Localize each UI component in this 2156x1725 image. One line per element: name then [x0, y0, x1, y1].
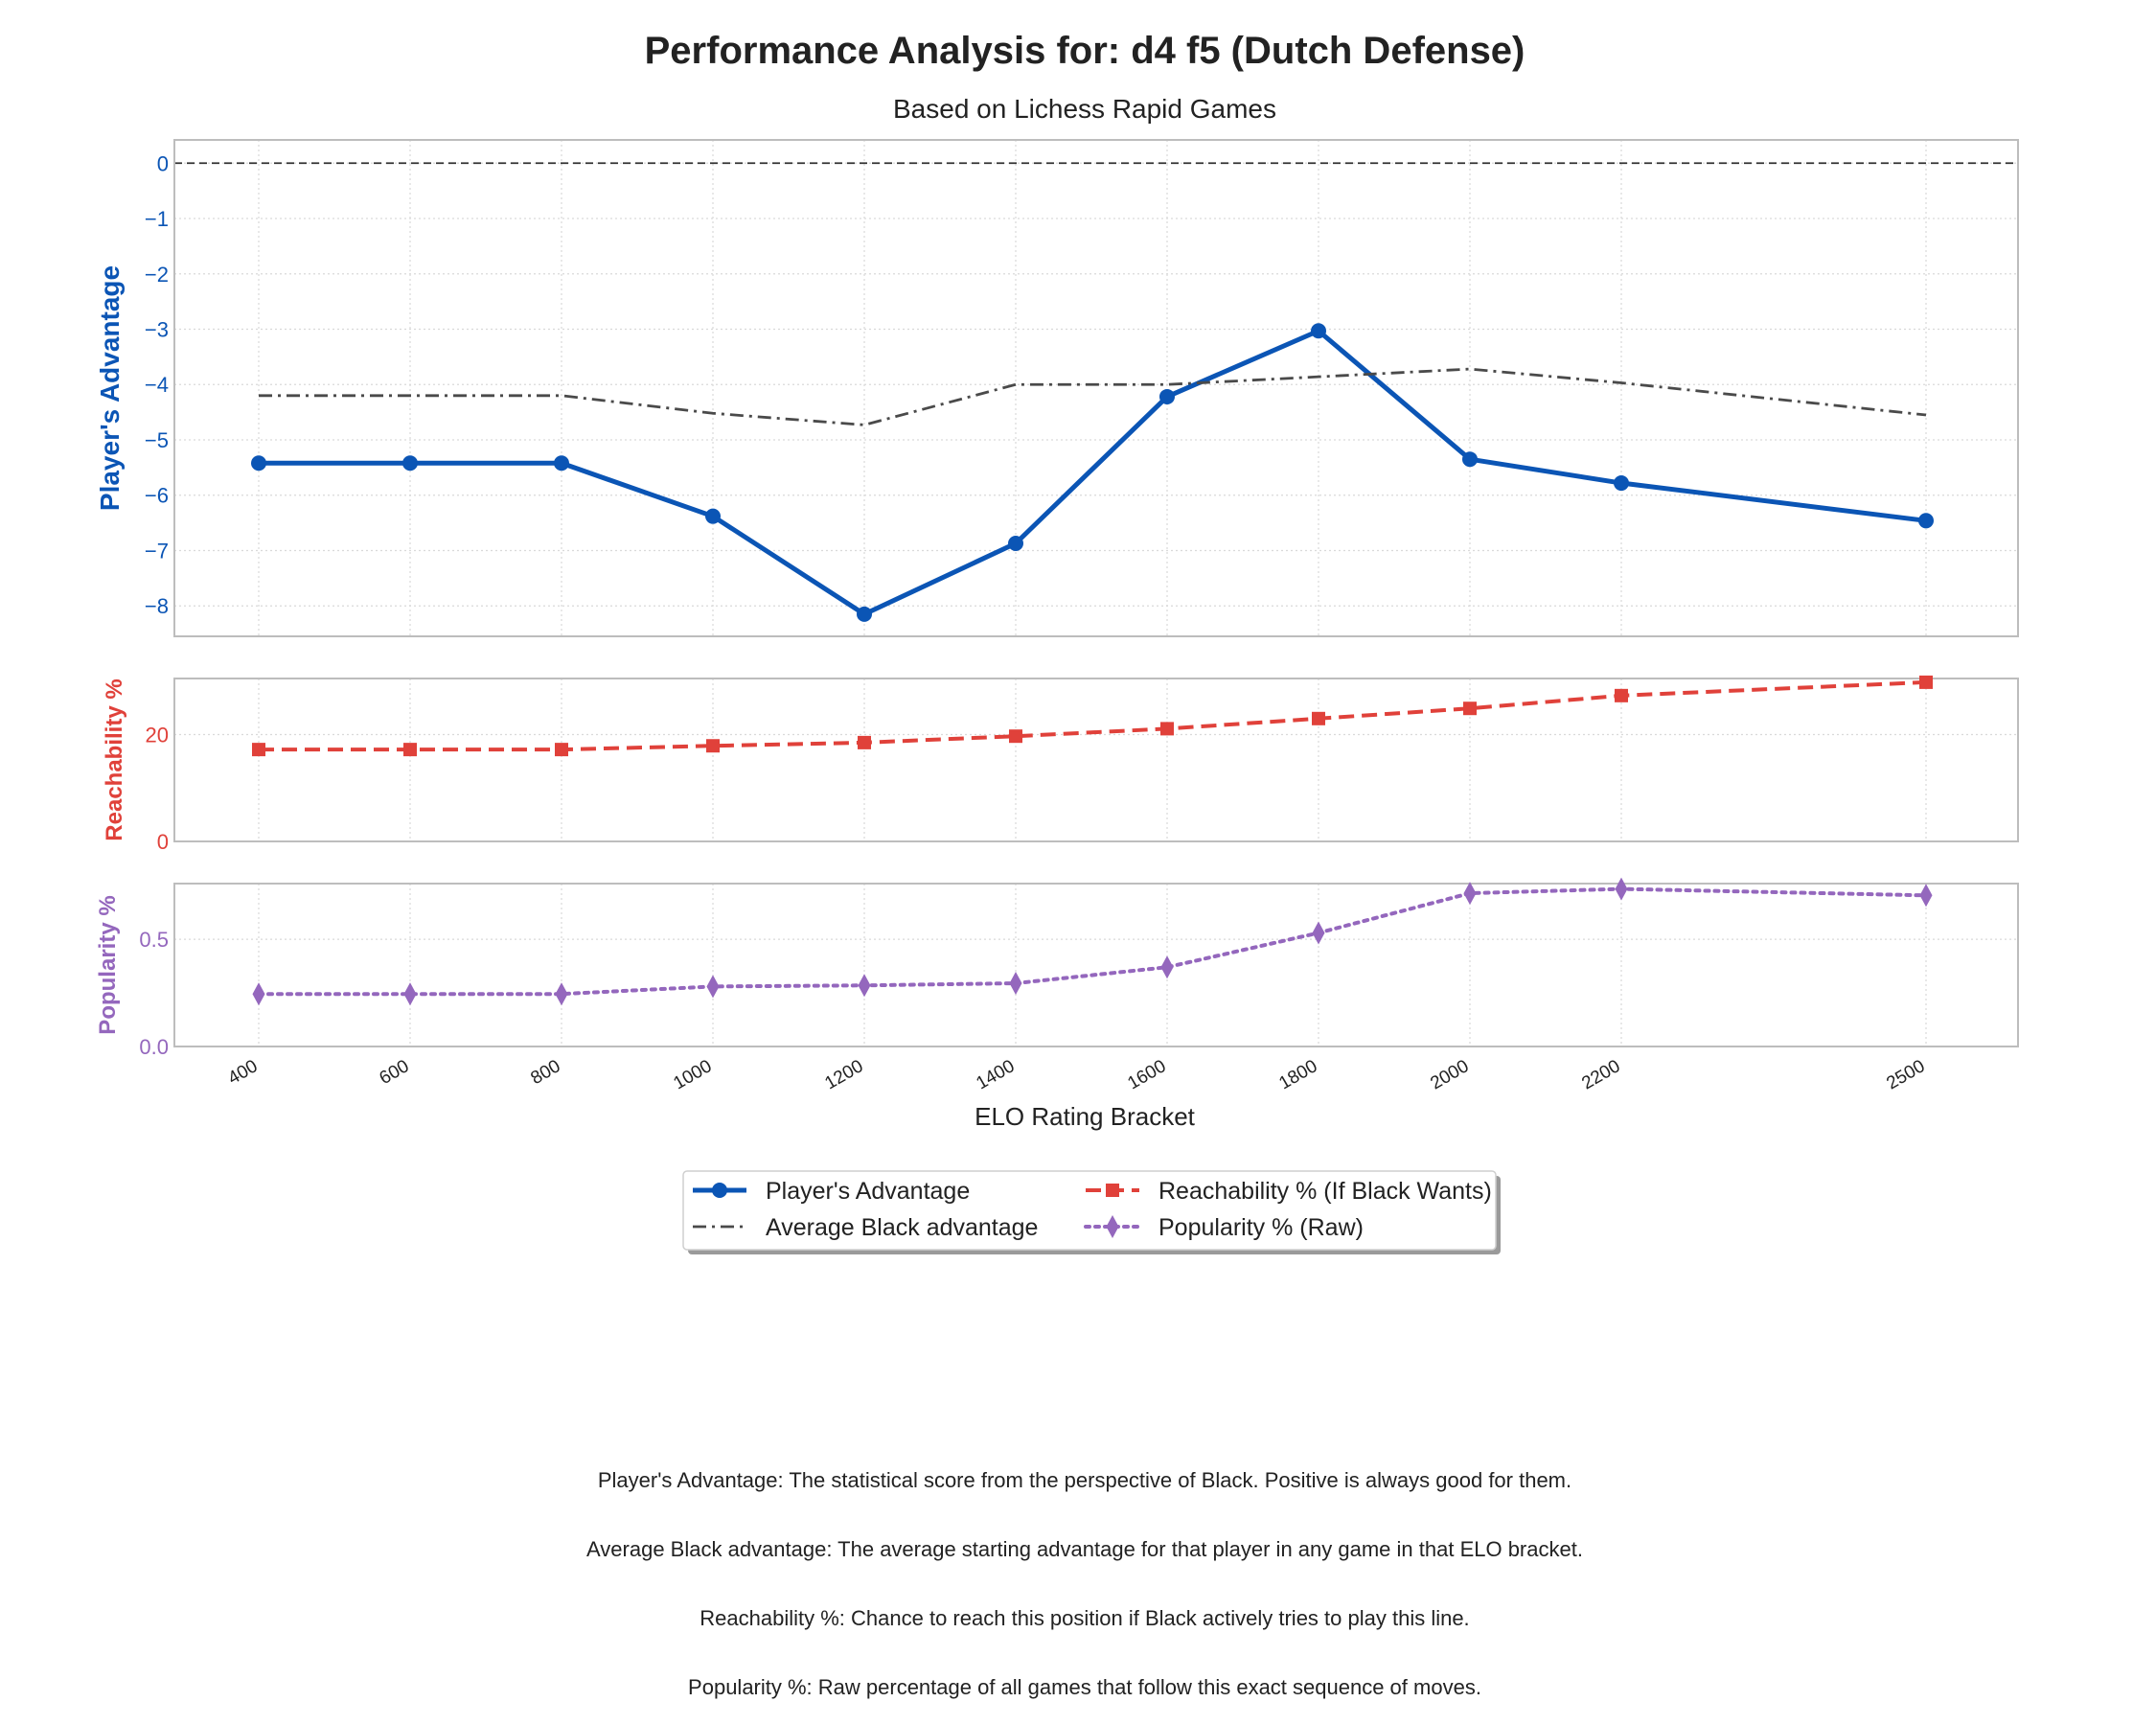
series-player-s-advantage-point-2200 — [1614, 475, 1629, 492]
legend-item-popularity-raw: Popularity % (Raw) — [1084, 1214, 1364, 1241]
panel-player-s-advantage-ytick-label: −7 — [145, 539, 169, 563]
panel-player-s-advantage-ytick-label: −2 — [145, 263, 169, 287]
series-player-s-advantage-point-1200 — [857, 606, 872, 622]
series-reachability-if-black-wants-point-2000 — [1463, 702, 1477, 716]
panel-player-s-advantage-ytick-label: −4 — [145, 373, 169, 397]
footnotes: Player's Advantage: The statistical scor… — [586, 1468, 1583, 1699]
panel-reachability-ytick-label: 20 — [146, 724, 169, 748]
series-popularity-raw-point-1800 — [1312, 921, 1325, 945]
series-popularity-raw — [252, 877, 1933, 1006]
series-player-s-advantage-point-800 — [554, 455, 569, 472]
series-average-black-advantage — [259, 367, 1927, 426]
series-reachability-if-black-wants-point-1800 — [1312, 711, 1325, 725]
footnote-popularity: Popularity %: Raw percentage of all game… — [688, 1675, 1481, 1699]
series-popularity-raw-point-1000 — [706, 975, 720, 999]
footnote-average-black-advantage: Average Black advantage: The average sta… — [586, 1537, 1583, 1561]
series-popularity-raw-point-1600 — [1160, 955, 1174, 979]
series-popularity-raw-point-1400 — [1009, 972, 1022, 996]
panel-reachability-y-axis-label: Reachability % — [102, 678, 127, 840]
panel-player-s-advantage-ytick-label: −5 — [145, 428, 169, 452]
series-reachability-if-black-wants-point-800 — [555, 743, 568, 757]
series-reachability-if-black-wants-point-1200 — [858, 735, 871, 749]
panel-player-s-advantage-y-axis-label: Player's Advantage — [95, 265, 125, 511]
series-reachability-if-black-wants-point-400 — [252, 743, 265, 757]
panel-popularity: 0.0 0.5 Popularity % — [95, 877, 2019, 1059]
series-reachability-if-black-wants-point-1600 — [1160, 722, 1174, 736]
series-reachability-if-black-wants-point-2500 — [1919, 675, 1933, 689]
panel-popularity-ytick-label: 0.0 — [139, 1035, 169, 1059]
series-popularity-raw-point-1200 — [858, 974, 871, 998]
series-reachability-if-black-wants-point-1400 — [1009, 729, 1022, 744]
panel-player-s-advantage-ytick-label: 0 — [157, 151, 169, 175]
legend-box — [682, 1170, 1497, 1251]
legend-item-average-black-advantage-label: Average Black advantage — [766, 1214, 1038, 1241]
series-player-s-advantage-point-2500 — [1918, 513, 1934, 529]
series-popularity-raw-point-2200 — [1615, 877, 1628, 901]
series-reachability-if-black-wants-point-2200 — [1615, 688, 1628, 702]
series-reachability-if-black-wants — [252, 675, 1933, 757]
series-average-black-advantage-line — [259, 367, 1927, 426]
series-popularity-raw-point-400 — [252, 982, 265, 1006]
legend-item-popularity-raw-marker-sample — [1106, 1215, 1119, 1238]
series-popularity-raw-point-2000 — [1463, 882, 1477, 906]
series-player-s-advantage-point-1400 — [1008, 535, 1023, 551]
series-player-s-advantage-point-1600 — [1159, 388, 1175, 404]
panel-reachability-ytick-label: 0 — [157, 830, 169, 854]
footnote-reachability: Reachability %: Chance to reach this pos… — [700, 1606, 1469, 1630]
panel-popularity-y-axis-label: Popularity % — [95, 895, 121, 1034]
panel-popularity-frame — [173, 883, 2019, 1047]
panel-player-s-advantage-ytick-label: −1 — [145, 207, 169, 231]
panel-player-s-advantage-ytick-label: −6 — [145, 484, 169, 508]
panel-player-s-advantage-ytick-label: −3 — [145, 317, 169, 341]
footnote-players-advantage: Player's Advantage: The statistical scor… — [598, 1468, 1571, 1492]
legend-item-reachability-if-black-wants-label: Reachability % (If Black Wants) — [1158, 1178, 1492, 1205]
legend-item-player-s-advantage-marker-sample — [712, 1183, 727, 1198]
legend-item-reachability-if-black-wants-marker-sample — [1106, 1184, 1119, 1197]
series-player-s-advantage-point-1800 — [1311, 323, 1326, 339]
panel-player-s-advantage: 0 −1 −2 −3 −4 −5 −6 −7 −8 Player's Advantage — [95, 139, 2019, 637]
panel-player-s-advantage-frame — [173, 139, 2019, 637]
panel-reachability: 0 20 Reachability % — [102, 675, 2019, 854]
series-popularity-raw-point-2500 — [1919, 884, 1933, 908]
chart-title: Performance Analysis for: d4 f5 (Dutch D… — [645, 30, 1525, 72]
legend-item-average-black-advantage: Average Black advantage — [693, 1214, 1038, 1241]
series-popularity-raw-point-800 — [555, 982, 568, 1006]
plot-panels: 0 −1 −2 −3 −4 −5 −6 −7 −8 Player's Advantage 0 20 Re… — [95, 139, 2019, 1059]
chart-subtitle: Based on Lichess Rapid Games — [893, 94, 1276, 124]
legend-item-player-s-advantage: Player's Advantage — [693, 1178, 970, 1205]
series-player-s-advantage-point-400 — [251, 455, 266, 472]
legend-item-reachability-if-black-wants: Reachability % (If Black Wants) — [1086, 1178, 1492, 1205]
series-player-s-advantage-point-600 — [402, 455, 418, 472]
series-popularity-raw-point-600 — [403, 982, 417, 1006]
series-player-s-advantage-point-1000 — [705, 508, 721, 524]
series-player-s-advantage-point-2000 — [1462, 451, 1478, 468]
series-player-s-advantage — [251, 323, 1934, 622]
panel-player-s-advantage-ytick-label: −8 — [145, 594, 169, 618]
panel-reachability-frame — [173, 678, 2019, 842]
series-reachability-if-black-wants-point-1000 — [706, 739, 720, 753]
legend-item-player-s-advantage-label: Player's Advantage — [766, 1178, 970, 1205]
panel-popularity-ytick-label: 0.5 — [139, 928, 169, 952]
legend-item-popularity-raw-label: Popularity % (Raw) — [1158, 1214, 1364, 1241]
x-axis-label: ELO Rating Bracket — [975, 1102, 1196, 1131]
series-reachability-if-black-wants-point-600 — [403, 743, 417, 757]
legend: Player's Advantage Reachability % (If Bla… — [682, 1170, 1501, 1254]
